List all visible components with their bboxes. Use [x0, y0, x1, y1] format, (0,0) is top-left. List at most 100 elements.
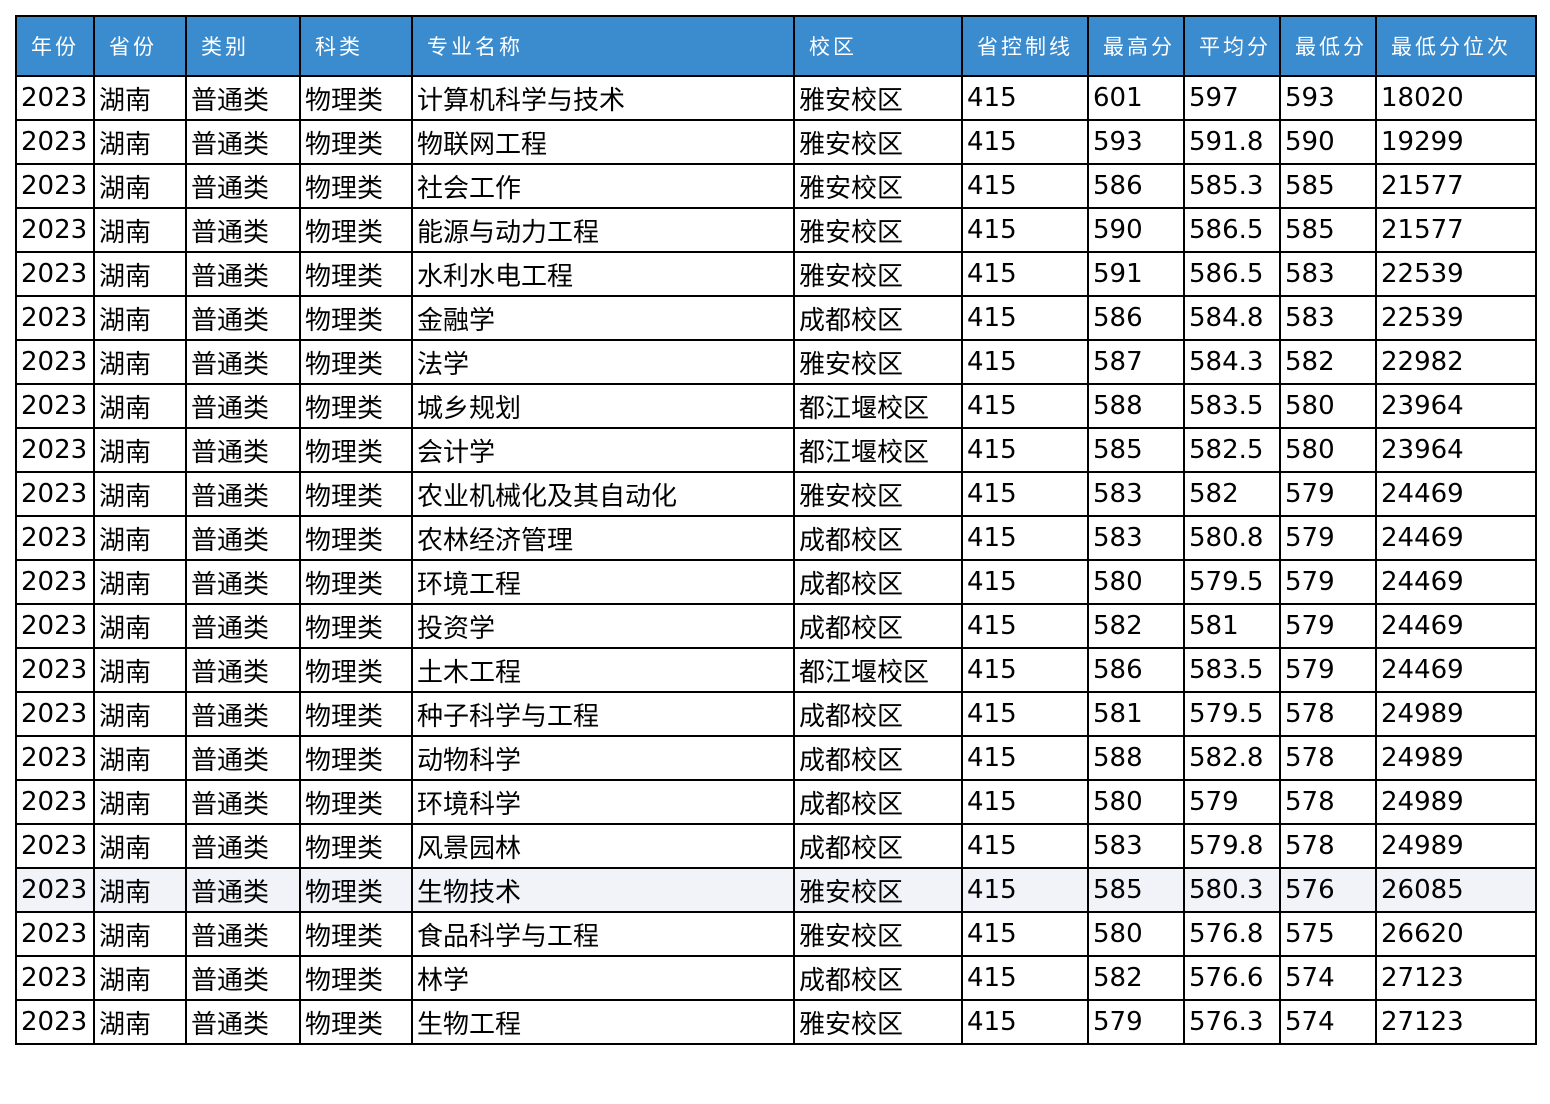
- cell-subject: 物理类: [299, 75, 413, 121]
- cell-major: 环境科学: [411, 779, 795, 825]
- cell-min-rank: 24989: [1375, 735, 1537, 781]
- cell-min-score: 579: [1279, 647, 1377, 693]
- cell-campus: 都江堰校区: [793, 647, 963, 693]
- cell-year: 2023: [15, 823, 95, 869]
- cell-control-line: 415: [961, 911, 1089, 957]
- table-row: 2023 湖南 普通类 物理类 环境工程 成都校区 415 580 579.5 579 24469: [15, 559, 1537, 605]
- cell-control-line: 415: [961, 823, 1089, 869]
- cell-category: 普通类: [185, 163, 301, 209]
- cell-major: 计算机科学与技术: [411, 75, 795, 121]
- cell-major: 能源与动力工程: [411, 207, 795, 253]
- cell-avg-score: 580.3: [1183, 867, 1281, 913]
- cell-max-score: 583: [1087, 471, 1185, 517]
- cell-avg-score: 584.8: [1183, 295, 1281, 341]
- cell-max-score: 591: [1087, 251, 1185, 297]
- cell-avg-score: 585.3: [1183, 163, 1281, 209]
- table-row: 2023 湖南 普通类 物理类 环境科学 成都校区 415 580 579 578 24989: [15, 779, 1537, 825]
- cell-avg-score: 582.8: [1183, 735, 1281, 781]
- cell-campus: 成都校区: [793, 955, 963, 1001]
- table-row: 2023 湖南 普通类 物理类 金融学 成都校区 415 586 584.8 583 22539: [15, 295, 1537, 341]
- cell-major: 城乡规划: [411, 383, 795, 429]
- cell-major: 社会工作: [411, 163, 795, 209]
- cell-campus: 雅安校区: [793, 163, 963, 209]
- cell-control-line: 415: [961, 207, 1089, 253]
- cell-max-score: 588: [1087, 383, 1185, 429]
- cell-min-score: 583: [1279, 251, 1377, 297]
- cell-max-score: 586: [1087, 295, 1185, 341]
- cell-year: 2023: [15, 339, 95, 385]
- col-header-province: 省份: [93, 15, 187, 77]
- cell-province: 湖南: [93, 779, 187, 825]
- cell-year: 2023: [15, 647, 95, 693]
- cell-major: 物联网工程: [411, 119, 795, 165]
- table-row: 2023 湖南 普通类 物理类 计算机科学与技术 雅安校区 415 601 597 593 1802…: [15, 75, 1537, 121]
- col-header-min-score: 最低分: [1279, 15, 1377, 77]
- cell-year: 2023: [15, 911, 95, 957]
- cell-min-score: 580: [1279, 427, 1377, 473]
- cell-control-line: 415: [961, 867, 1089, 913]
- cell-year: 2023: [15, 779, 95, 825]
- cell-campus: 成都校区: [793, 691, 963, 737]
- cell-min-score: 578: [1279, 735, 1377, 781]
- cell-year: 2023: [15, 471, 95, 517]
- cell-max-score: 582: [1087, 603, 1185, 649]
- cell-max-score: 583: [1087, 823, 1185, 869]
- cell-control-line: 415: [961, 119, 1089, 165]
- cell-campus: 雅安校区: [793, 207, 963, 253]
- cell-subject: 物理类: [299, 911, 413, 957]
- cell-campus: 雅安校区: [793, 471, 963, 517]
- cell-avg-score: 579.5: [1183, 559, 1281, 605]
- cell-min-rank: 23964: [1375, 427, 1537, 473]
- cell-year: 2023: [15, 867, 95, 913]
- table-row: 2023 湖南 普通类 物理类 土木工程 都江堰校区 415 586 583.5 579 24469: [15, 647, 1537, 693]
- cell-subject: 物理类: [299, 427, 413, 473]
- cell-campus: 成都校区: [793, 295, 963, 341]
- cell-campus: 成都校区: [793, 603, 963, 649]
- cell-control-line: 415: [961, 779, 1089, 825]
- cell-min-rank: 27123: [1375, 955, 1537, 1001]
- cell-year: 2023: [15, 163, 95, 209]
- cell-year: 2023: [15, 735, 95, 781]
- cell-avg-score: 579.5: [1183, 691, 1281, 737]
- cell-control-line: 415: [961, 603, 1089, 649]
- cell-major: 生物技术: [411, 867, 795, 913]
- cell-category: 普通类: [185, 779, 301, 825]
- table-row: 2023 湖南 普通类 物理类 会计学 都江堰校区 415 585 582.5 580 23964: [15, 427, 1537, 473]
- cell-year: 2023: [15, 603, 95, 649]
- cell-min-rank: 21577: [1375, 207, 1537, 253]
- cell-province: 湖南: [93, 163, 187, 209]
- cell-category: 普通类: [185, 823, 301, 869]
- cell-subject: 物理类: [299, 735, 413, 781]
- cell-min-score: 578: [1279, 823, 1377, 869]
- table-row: 2023 湖南 普通类 物理类 能源与动力工程 雅安校区 415 590 586.5 585 215…: [15, 207, 1537, 253]
- table-row: 2023 湖南 普通类 物理类 水利水电工程 雅安校区 415 591 586.5 583 2253…: [15, 251, 1537, 297]
- cell-min-score: 579: [1279, 515, 1377, 561]
- cell-max-score: 583: [1087, 515, 1185, 561]
- cell-min-score: 593: [1279, 75, 1377, 121]
- col-header-control-line: 省控制线: [961, 15, 1089, 77]
- cell-min-score: 585: [1279, 207, 1377, 253]
- cell-subject: 物理类: [299, 119, 413, 165]
- cell-max-score: 585: [1087, 867, 1185, 913]
- cell-min-score: 580: [1279, 383, 1377, 429]
- cell-category: 普通类: [185, 955, 301, 1001]
- cell-min-rank: 24469: [1375, 471, 1537, 517]
- col-header-campus: 校区: [793, 15, 963, 77]
- cell-subject: 物理类: [299, 779, 413, 825]
- cell-min-score: 576: [1279, 867, 1377, 913]
- table-row: 2023 湖南 普通类 物理类 法学 雅安校区 415 587 584.3 582 22982: [15, 339, 1537, 385]
- cell-avg-score: 586.5: [1183, 207, 1281, 253]
- cell-province: 湖南: [93, 867, 187, 913]
- cell-subject: 物理类: [299, 867, 413, 913]
- cell-year: 2023: [15, 207, 95, 253]
- cell-campus: 雅安校区: [793, 867, 963, 913]
- cell-subject: 物理类: [299, 823, 413, 869]
- cell-year: 2023: [15, 691, 95, 737]
- cell-province: 湖南: [93, 823, 187, 869]
- cell-control-line: 415: [961, 339, 1089, 385]
- cell-campus: 成都校区: [793, 515, 963, 561]
- cell-campus: 都江堰校区: [793, 383, 963, 429]
- cell-min-score: 579: [1279, 559, 1377, 605]
- cell-max-score: 582: [1087, 955, 1185, 1001]
- cell-min-rank: 22982: [1375, 339, 1537, 385]
